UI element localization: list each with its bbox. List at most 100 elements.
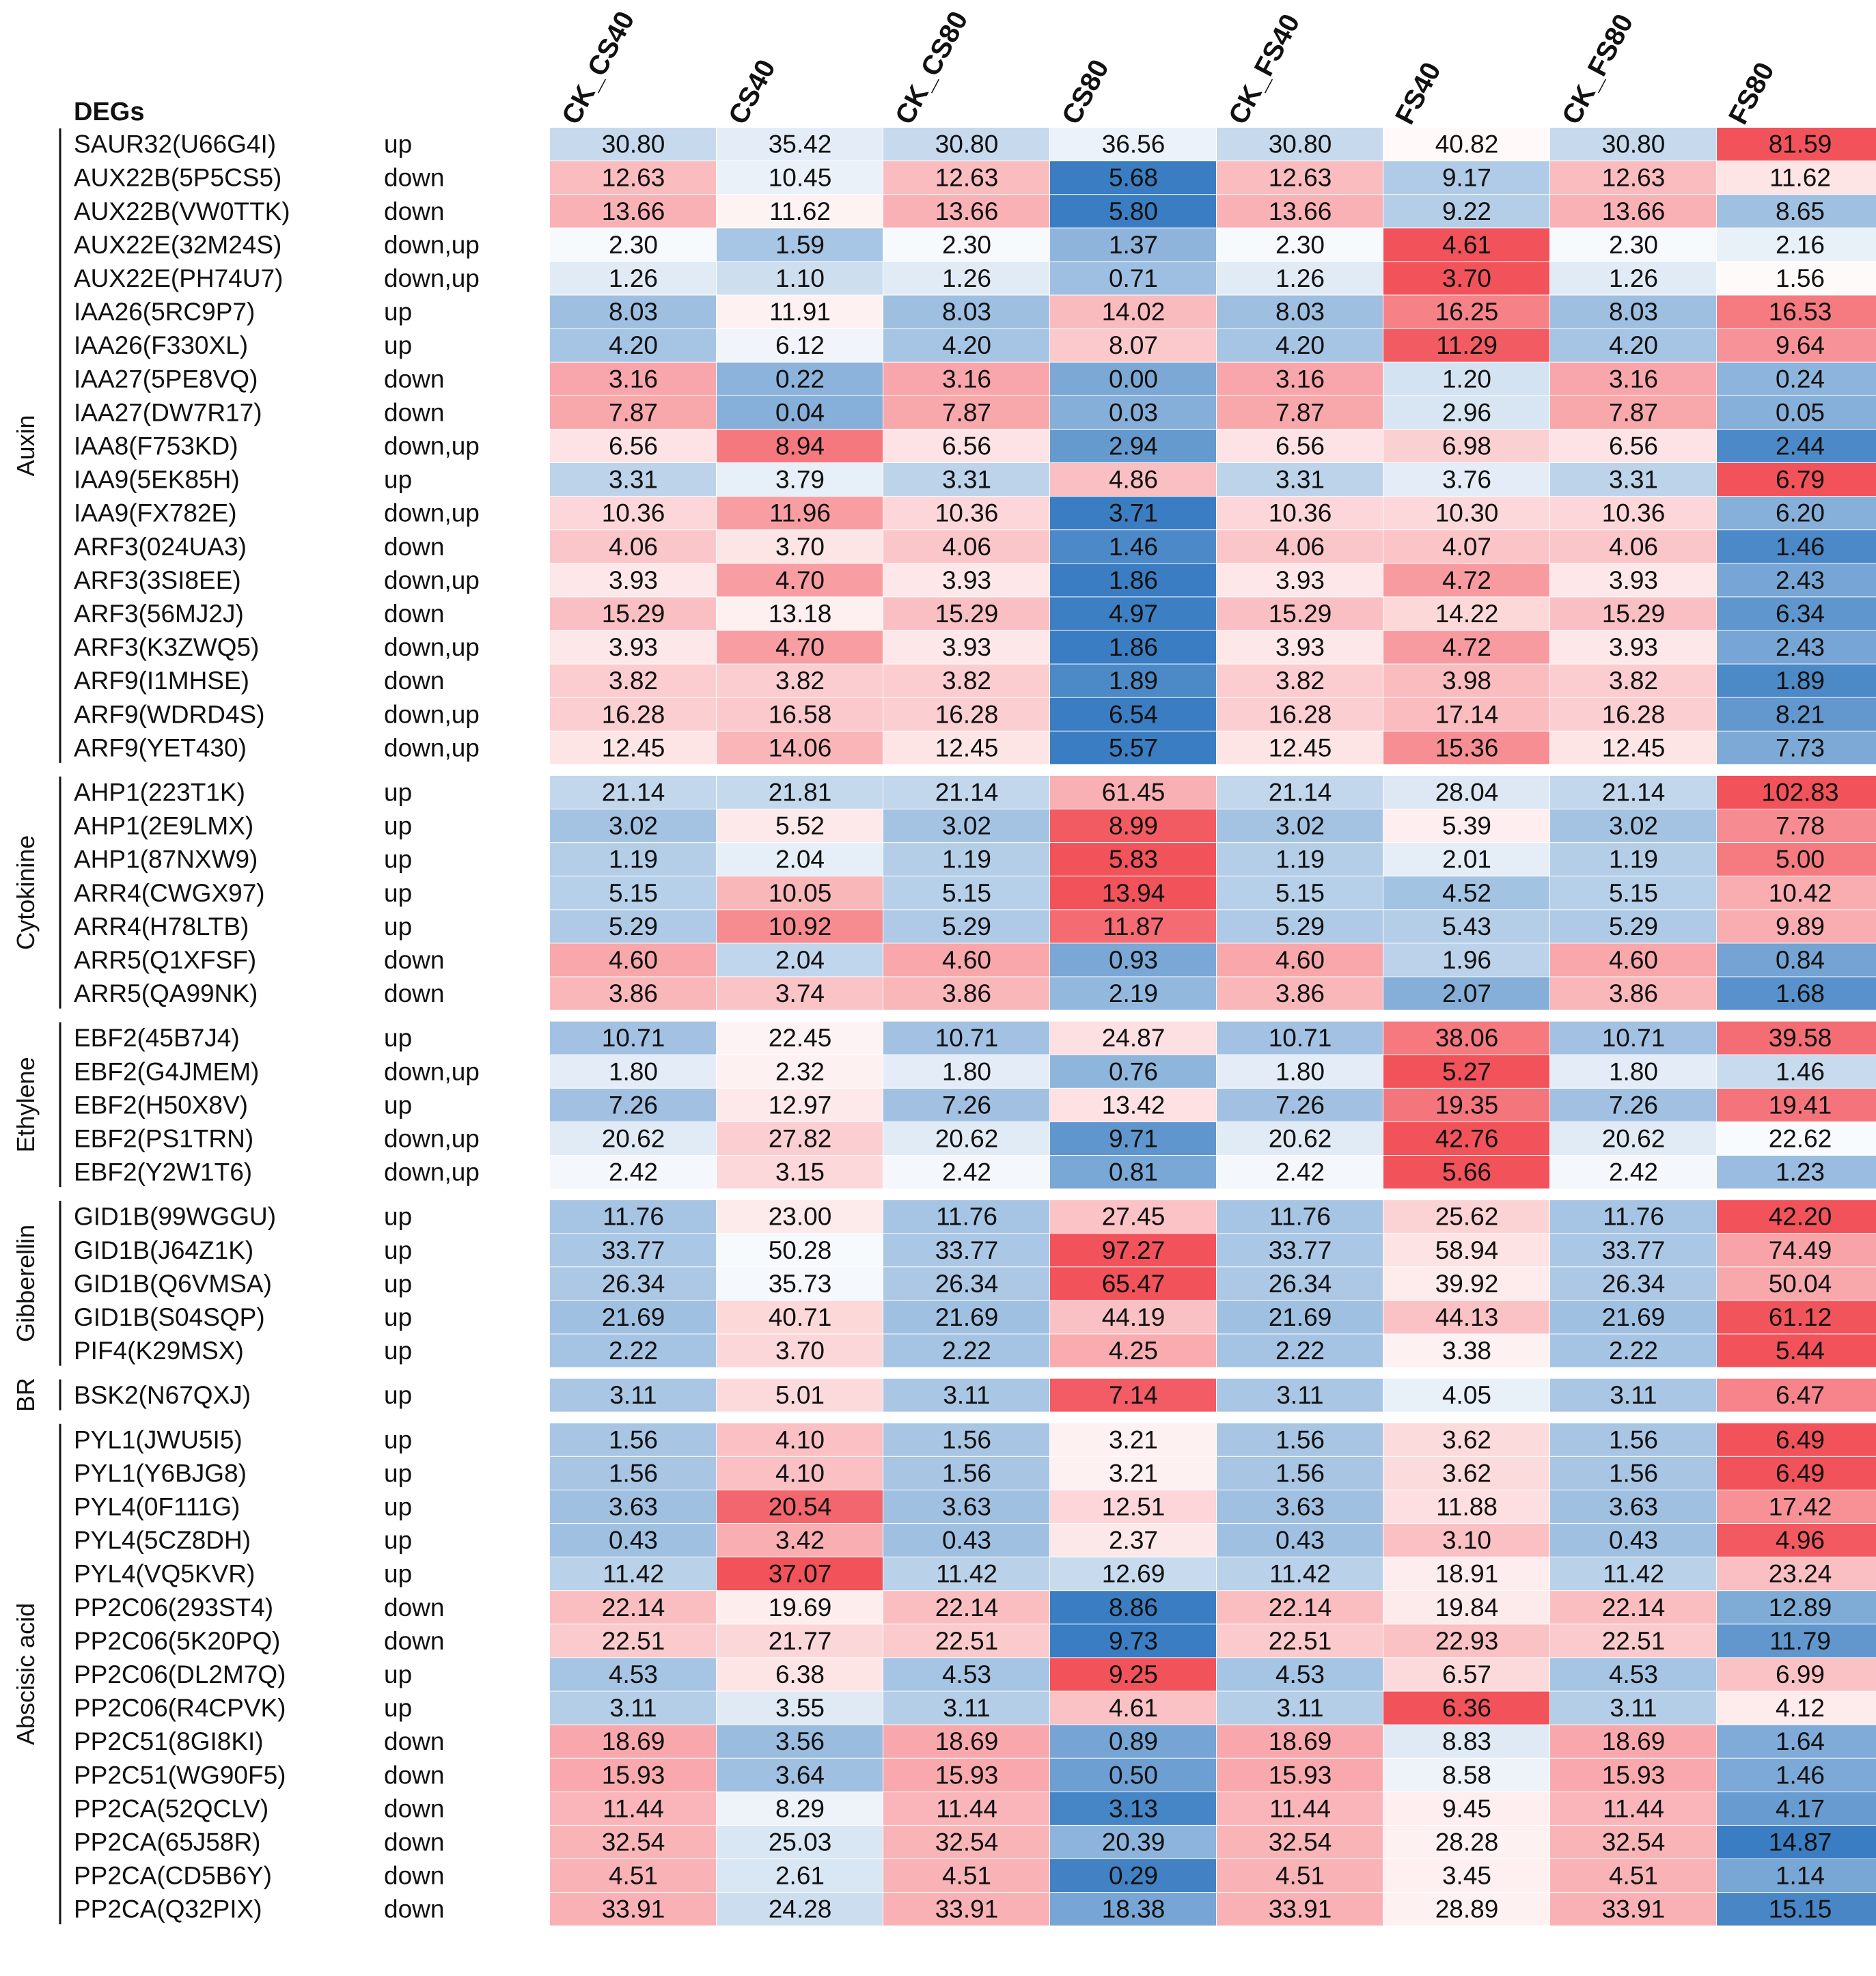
- cell-value: 33.91: [935, 1895, 999, 1923]
- heatmap-cell: [1383, 1859, 1549, 1893]
- cell-value: 12.63: [1602, 164, 1666, 192]
- heatmap-cell: [883, 497, 1049, 530]
- gene-label: EBF2(H50X8V): [74, 1091, 248, 1119]
- heatmap-cell: [1050, 775, 1216, 809]
- heatmap-cell: [1550, 1624, 1716, 1658]
- heatmap-cell: [1550, 1200, 1716, 1234]
- regulation-label: up: [384, 1270, 412, 1298]
- cell-value: 1.46: [1776, 533, 1825, 561]
- gene-label: ARR5(QA99NK): [74, 979, 258, 1007]
- heatmap-cell: [1383, 1691, 1549, 1725]
- heatmap-cell: [883, 597, 1049, 630]
- cell-value: 22.45: [769, 1024, 832, 1052]
- cell-value: 28.04: [1435, 778, 1499, 806]
- heatmap-cell: [1550, 843, 1716, 876]
- cell-value: 4.60: [609, 946, 658, 974]
- heatmap-cell: [1383, 943, 1549, 977]
- cell-value: 4.96: [1776, 1527, 1825, 1555]
- heatmap-cell: [550, 563, 716, 597]
- heatmap-row: 11.44 8.29 11.44 3.13 11.44 9.45 11.44 4.17 PP2C…: [74, 1792, 1876, 1825]
- cell-value: 15.36: [1435, 734, 1499, 762]
- heatmap-cell: [1717, 809, 1876, 843]
- cell-value: 11.91: [769, 298, 831, 326]
- cell-value: 5.15: [942, 879, 991, 907]
- heatmap-cell: [1050, 977, 1216, 1010]
- heatmap-cell: [1717, 463, 1876, 497]
- heatmap-cell: [1050, 463, 1216, 497]
- cell-value: 4.60: [942, 946, 991, 974]
- column-label: CK_CS80: [889, 7, 974, 130]
- heatmap-row: 22.14 19.69 22.14 8.86 22.14 19.84 22.14 12.89 P…: [74, 1591, 1876, 1624]
- cell-value: 15.29: [1602, 600, 1666, 628]
- cell-value: 2.07: [1442, 979, 1491, 1007]
- heatmap-cell: [1383, 910, 1549, 943]
- heatmap-cell: [1383, 497, 1549, 530]
- heatmap-cell: [550, 1490, 716, 1523]
- heatmap-cell: [1383, 1490, 1549, 1523]
- cell-value: 11.76: [1603, 1203, 1664, 1231]
- heatmap-cell: [1050, 1334, 1216, 1367]
- cell-value: 19.35: [1435, 1091, 1499, 1119]
- gene-label: AHP1(87NXW9): [74, 846, 258, 874]
- cell-value: 28.28: [1435, 1828, 1499, 1856]
- heatmap-cell: [1050, 195, 1216, 228]
- cell-value: 1.86: [1109, 633, 1158, 661]
- regulation-label: down: [384, 398, 444, 426]
- cell-value: 12.45: [1602, 734, 1666, 762]
- heatmap-cell: [1217, 128, 1383, 161]
- cell-value: 33.77: [1269, 1236, 1332, 1264]
- heatmap-cell: [1217, 1792, 1383, 1825]
- cell-value: 0.84: [1776, 946, 1825, 974]
- cell-value: 7.14: [1109, 1381, 1158, 1409]
- cell-value: 19.41: [1769, 1091, 1832, 1119]
- cell-value: 13.42: [1102, 1091, 1165, 1119]
- cell-value: 1.89: [1776, 667, 1825, 695]
- regulation-label: down,up: [384, 566, 480, 594]
- heatmap-cell: [1383, 1055, 1549, 1088]
- heatmap-row: 4.60 2.04 4.60 0.93 4.60 1.96 4.60 0.84 ARR5(Q1X…: [74, 943, 1876, 977]
- heatmap-cell: [1717, 1591, 1876, 1624]
- heatmap-cell: [1383, 429, 1549, 462]
- cell-value: 10.05: [769, 879, 832, 907]
- heatmap-cell: [1217, 977, 1383, 1010]
- heatmap-cell: [883, 530, 1049, 563]
- cell-value: 5.68: [1109, 164, 1158, 192]
- cell-value: 25.62: [1435, 1203, 1499, 1231]
- heatmap-cell: [550, 1300, 716, 1334]
- cell-value: 2.04: [775, 846, 825, 874]
- cell-value: 14.22: [1435, 600, 1499, 628]
- gene-label: ARF3(56MJ2J): [74, 600, 244, 628]
- gene-label: ARF3(3SI8EE): [74, 566, 241, 594]
- heatmap-cell: [1383, 1893, 1549, 1926]
- cell-value: 3.63: [1609, 1492, 1658, 1520]
- heatmap-cell: [1383, 1156, 1549, 1189]
- cell-value: 30.80: [1602, 130, 1666, 158]
- heatmap-cell: [550, 1524, 716, 1557]
- cell-value: 3.11: [943, 1381, 990, 1409]
- heatmap-cell: [1717, 1334, 1876, 1367]
- heatmap-cell: [717, 1893, 883, 1926]
- regulation-label: up: [384, 879, 412, 907]
- heatmap-cell: [1717, 731, 1876, 764]
- heatmap-cell: [1717, 1691, 1876, 1725]
- heatmap-cell: [1550, 697, 1716, 731]
- cell-value: 4.61: [1109, 1694, 1158, 1722]
- cell-value: 35.73: [769, 1270, 832, 1298]
- heatmap-cell: [1550, 1758, 1716, 1792]
- heatmap-cell: [1550, 463, 1716, 497]
- heatmap-cell: [1717, 497, 1876, 530]
- heatmap-cell: [883, 128, 1049, 161]
- heatmap-cell: [717, 295, 883, 329]
- heatmap-cell: [1717, 1200, 1876, 1234]
- cell-value: 15.93: [935, 1761, 999, 1789]
- gene-label: PYL4(5CZ8DH): [74, 1527, 251, 1555]
- cell-value: 7.26: [1275, 1091, 1325, 1119]
- gene-label: IAA27(DW7R17): [74, 398, 262, 426]
- cell-value: 3.62: [1442, 1459, 1491, 1487]
- heatmap-cell: [1383, 1234, 1549, 1267]
- cell-value: 26.34: [602, 1270, 665, 1298]
- regulation-label: up: [384, 1459, 412, 1487]
- heatmap-cell: [1550, 731, 1716, 764]
- cell-value: 32.54: [935, 1828, 999, 1856]
- heatmap-cell: [717, 195, 883, 228]
